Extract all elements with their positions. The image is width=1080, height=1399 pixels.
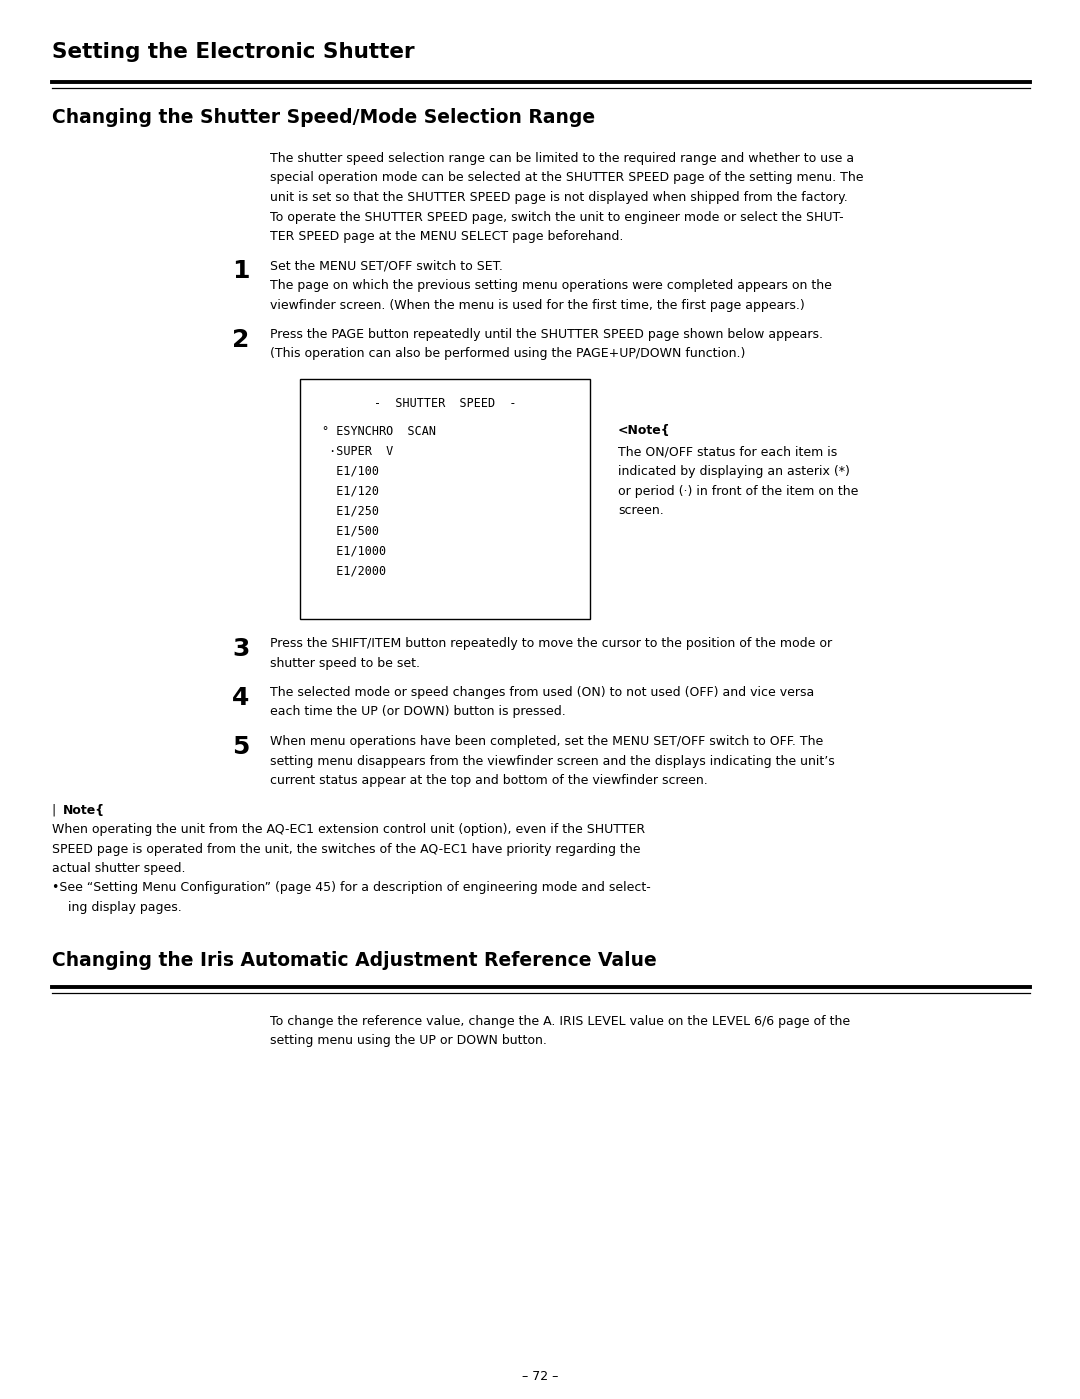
Text: actual shutter speed.: actual shutter speed. bbox=[52, 862, 186, 874]
Text: (This operation can also be performed using the PAGE+UP/DOWN function.): (This operation can also be performed us… bbox=[270, 347, 745, 361]
Text: |: | bbox=[52, 803, 60, 817]
Text: <Note{: <Note{ bbox=[618, 424, 671, 436]
Text: 1: 1 bbox=[232, 259, 249, 284]
Text: ° ESYNCHRO  SCAN: ° ESYNCHRO SCAN bbox=[322, 425, 436, 438]
Text: E1/120: E1/120 bbox=[322, 485, 379, 498]
Text: screen.: screen. bbox=[618, 504, 664, 518]
Text: ·SUPER  V: ·SUPER V bbox=[322, 445, 393, 457]
Text: E1/1000: E1/1000 bbox=[322, 546, 387, 558]
Text: setting menu using the UP or DOWN button.: setting menu using the UP or DOWN button… bbox=[270, 1034, 546, 1046]
Text: setting menu disappears from the viewfinder screen and the displays indicating t: setting menu disappears from the viewfin… bbox=[270, 754, 835, 768]
Text: E1/100: E1/100 bbox=[322, 464, 379, 478]
Text: When menu operations have been completed, set the MENU SET/OFF switch to OFF. Th: When menu operations have been completed… bbox=[270, 734, 823, 748]
Text: Set the MENU SET/OFF switch to SET.: Set the MENU SET/OFF switch to SET. bbox=[270, 259, 503, 273]
Text: or period (·) in front of the item on the: or period (·) in front of the item on th… bbox=[618, 484, 859, 498]
Text: When operating the unit from the AQ-EC1 extension control unit (option), even if: When operating the unit from the AQ-EC1 … bbox=[52, 823, 645, 837]
Text: 4: 4 bbox=[232, 686, 249, 711]
Text: The ON/OFF status for each item is: The ON/OFF status for each item is bbox=[618, 445, 837, 459]
Text: Press the SHIFT/ITEM button repeatedly to move the cursor to the position of the: Press the SHIFT/ITEM button repeatedly t… bbox=[270, 637, 832, 651]
Text: ing display pages.: ing display pages. bbox=[68, 901, 181, 914]
Text: The page on which the previous setting menu operations were completed appears on: The page on which the previous setting m… bbox=[270, 278, 832, 292]
Text: shutter speed to be set.: shutter speed to be set. bbox=[270, 656, 420, 670]
Text: Changing the Iris Automatic Adjustment Reference Value: Changing the Iris Automatic Adjustment R… bbox=[52, 950, 657, 970]
Text: To change the reference value, change the A. IRIS LEVEL value on the LEVEL 6/6 p: To change the reference value, change th… bbox=[270, 1014, 850, 1027]
Text: each time the UP (or DOWN) button is pressed.: each time the UP (or DOWN) button is pre… bbox=[270, 705, 566, 719]
Text: TER SPEED page at the MENU SELECT page beforehand.: TER SPEED page at the MENU SELECT page b… bbox=[270, 229, 623, 243]
Text: – 72 –: – 72 – bbox=[522, 1370, 558, 1384]
Text: 5: 5 bbox=[232, 734, 249, 760]
Text: unit is set so that the SHUTTER SPEED page is not displayed when shipped from th: unit is set so that the SHUTTER SPEED pa… bbox=[270, 192, 848, 204]
Text: Note{: Note{ bbox=[63, 803, 105, 817]
Text: special operation mode can be selected at the SHUTTER SPEED page of the setting : special operation mode can be selected a… bbox=[270, 172, 864, 185]
Text: -  SHUTTER  SPEED  -: - SHUTTER SPEED - bbox=[374, 397, 516, 410]
Text: E1/500: E1/500 bbox=[322, 525, 379, 539]
Text: E1/2000: E1/2000 bbox=[322, 565, 387, 578]
Text: •See “Setting Menu Configuration” (page 45) for a description of engineering mod: •See “Setting Menu Configuration” (page … bbox=[52, 881, 651, 894]
Text: SPEED page is operated from the unit, the switches of the AQ-EC1 have priority r: SPEED page is operated from the unit, th… bbox=[52, 842, 640, 856]
Text: E1/250: E1/250 bbox=[322, 505, 379, 518]
Text: current status appear at the top and bottom of the viewfinder screen.: current status appear at the top and bot… bbox=[270, 774, 707, 788]
Text: indicated by displaying an asterix (*): indicated by displaying an asterix (*) bbox=[618, 464, 850, 478]
Bar bbox=[300, 379, 590, 618]
Text: Setting the Electronic Shutter: Setting the Electronic Shutter bbox=[52, 42, 415, 62]
Text: The selected mode or speed changes from used (ON) to not used (OFF) and vice ver: The selected mode or speed changes from … bbox=[270, 686, 814, 700]
Text: viewfinder screen. (When the menu is used for the first time, the first page app: viewfinder screen. (When the menu is use… bbox=[270, 298, 805, 312]
Text: Changing the Shutter Speed/Mode Selection Range: Changing the Shutter Speed/Mode Selectio… bbox=[52, 108, 595, 127]
Text: 2: 2 bbox=[232, 327, 249, 353]
Text: To operate the SHUTTER SPEED page, switch the unit to engineer mode or select th: To operate the SHUTTER SPEED page, switc… bbox=[270, 210, 843, 224]
Text: The shutter speed selection range can be limited to the required range and wheth: The shutter speed selection range can be… bbox=[270, 152, 854, 165]
Text: Press the PAGE button repeatedly until the SHUTTER SPEED page shown below appear: Press the PAGE button repeatedly until t… bbox=[270, 327, 823, 341]
Text: 3: 3 bbox=[232, 637, 249, 660]
